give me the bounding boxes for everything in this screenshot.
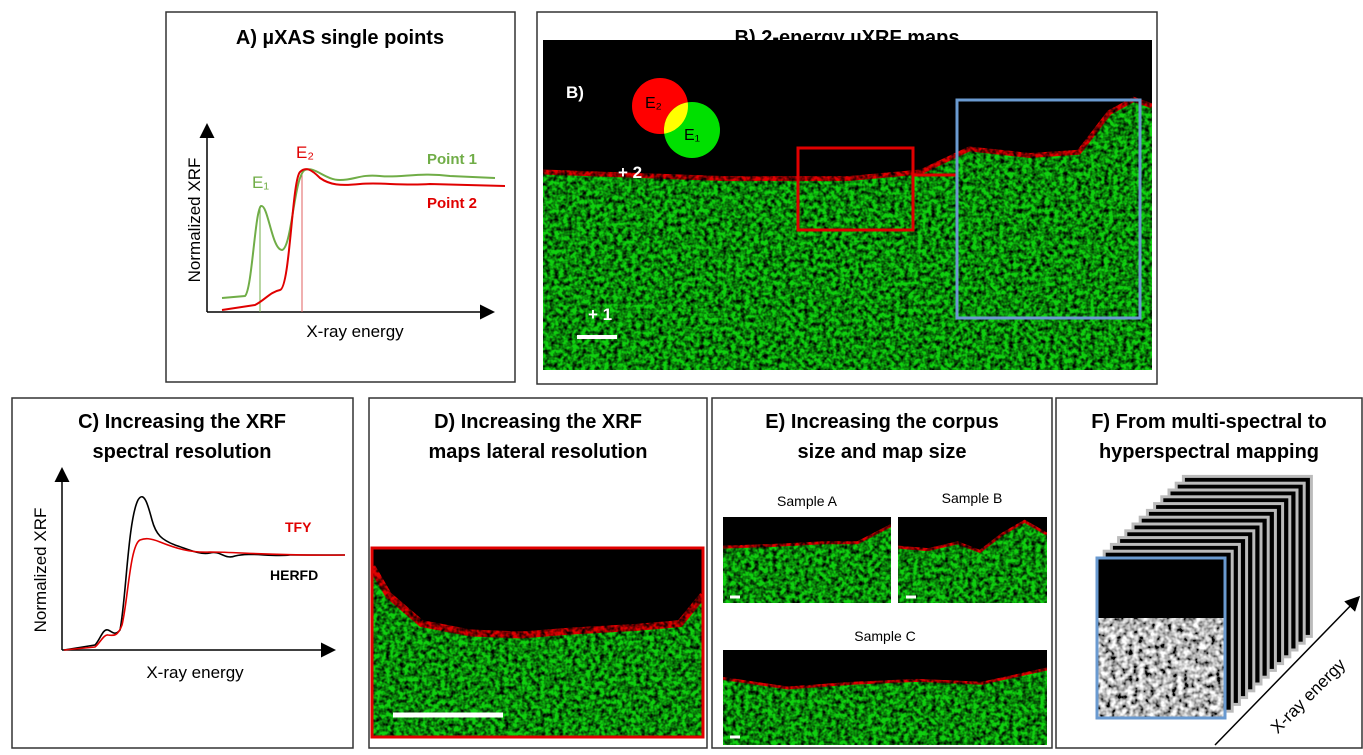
pixel-noise xyxy=(723,650,1047,745)
legend-point-1: Point 1 xyxy=(427,151,477,168)
front-noise xyxy=(1097,618,1225,718)
map-tag: B) xyxy=(566,83,584,102)
panel-title: maps lateral resolution xyxy=(429,441,648,463)
legend-tfy: TFY xyxy=(285,519,312,535)
x-label: X-ray energy xyxy=(306,322,404,341)
pixel-noise xyxy=(723,517,891,603)
image-stack xyxy=(1097,476,1311,718)
xrf-map xyxy=(723,517,891,603)
panel-title: A) µXAS single points xyxy=(236,27,444,49)
panel-title: E) Increasing the corpus xyxy=(765,411,998,433)
xrf-map xyxy=(543,40,1152,370)
x-label: X-ray energy xyxy=(146,663,244,682)
panel-title: size and map size xyxy=(798,441,967,463)
point-1-marker: + 1 xyxy=(588,305,612,324)
y-label: Normalized XRF xyxy=(185,158,204,283)
e2-label: E₂ xyxy=(296,143,314,162)
xrf-map xyxy=(372,548,703,737)
xrf-map xyxy=(723,650,1047,745)
legend-point-2: Point 2 xyxy=(427,195,477,212)
venn-e1-label: E₁ xyxy=(684,127,700,144)
panel-title: F) From multi-spectral to xyxy=(1091,411,1327,433)
pixel-noise xyxy=(372,548,703,737)
xrf-map xyxy=(898,517,1047,603)
point-2-marker: + 2 xyxy=(618,163,642,182)
panel-title: D) Increasing the XRF xyxy=(434,411,642,433)
e1-label: E₁ xyxy=(252,173,269,192)
sample-label: Sample C xyxy=(854,628,915,644)
panel-title: C) Increasing the XRF xyxy=(78,411,286,433)
sample-label: Sample A xyxy=(777,493,838,509)
venn-e2-label: E₂ xyxy=(645,95,662,112)
legend-herfd: HERFD xyxy=(270,567,318,583)
panel-title: hyperspectral mapping xyxy=(1099,441,1319,463)
figure: A) µXAS single points Normalized XRF X-r… xyxy=(0,0,1363,755)
pixel-noise xyxy=(898,517,1047,603)
sample-label: Sample B xyxy=(942,490,1003,506)
pixel-noise xyxy=(543,40,1152,370)
panel-title: spectral resolution xyxy=(93,441,272,463)
tfy-curve xyxy=(64,539,345,650)
energy-axis-label: X-ray energy xyxy=(1267,655,1350,738)
y-label: Normalized XRF xyxy=(31,508,50,633)
